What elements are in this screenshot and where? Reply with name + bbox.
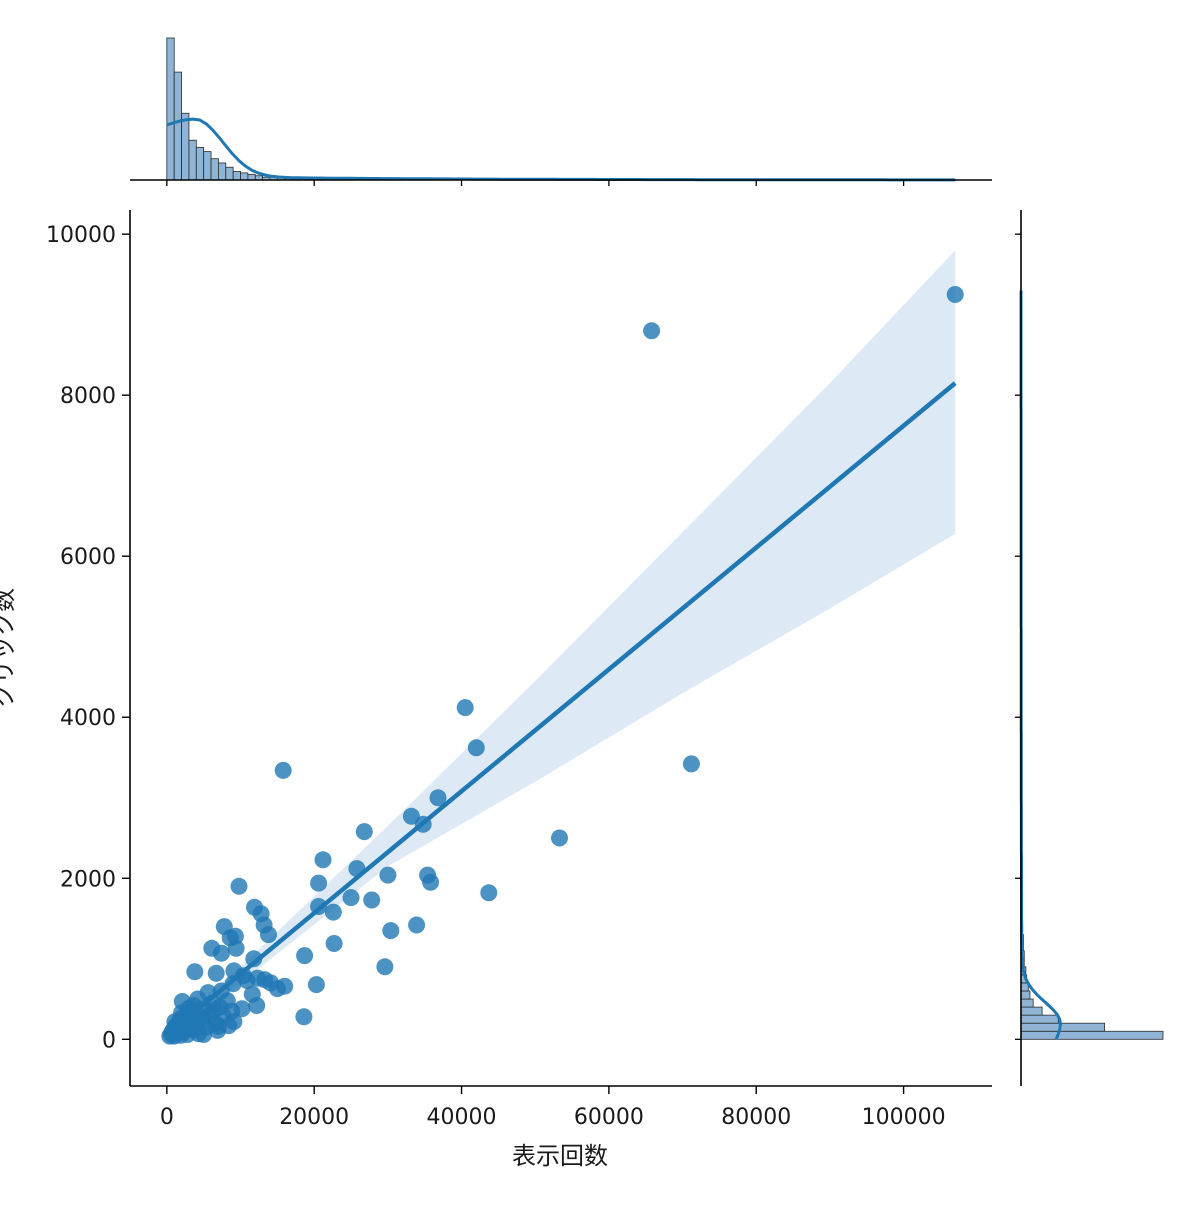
marginal-x-bar <box>203 151 212 181</box>
scatter-point <box>310 898 328 915</box>
marginal-x-bar <box>210 158 219 181</box>
scatter-point <box>363 891 381 909</box>
x-tick-label: 40000 <box>427 1105 497 1130</box>
confidence-band <box>166 250 956 1041</box>
scatter-point <box>324 903 342 921</box>
scatter-point <box>551 829 568 847</box>
marginal-y-histogram <box>1015 210 1164 1086</box>
main-axes: 0 20000 40000 60000 80000 100000 0 2000 4000 6000… <box>46 210 992 1130</box>
marginal-x-bar <box>225 166 234 181</box>
scatter-point <box>238 972 256 989</box>
scatter-point <box>307 976 325 994</box>
y-tick-label: 4000 <box>60 706 116 731</box>
marginal-x-bar <box>181 112 190 181</box>
scatter-point <box>422 873 440 891</box>
marginal-y-bar <box>1020 1022 1105 1032</box>
scatter-point <box>355 823 373 841</box>
scatter-point <box>946 286 964 303</box>
scatter-point <box>209 1017 227 1035</box>
scatter-points <box>161 286 964 1045</box>
scatter-point <box>205 1001 223 1019</box>
scatter-point <box>223 1002 241 1020</box>
scatter-point <box>643 322 661 340</box>
marginal-x-bar <box>240 172 249 181</box>
scatter-point <box>382 922 400 940</box>
scatter-point <box>682 755 700 773</box>
x-tick-label: 0 <box>160 1105 174 1130</box>
marginal-x-kde <box>166 117 956 182</box>
scatter-point <box>414 815 432 833</box>
y-tick-label: 8000 <box>60 384 116 409</box>
scatter-point <box>379 866 397 884</box>
main-scatter-plot: 0 20000 40000 60000 80000 100000 0 2000 4000 6000… <box>46 210 992 1130</box>
scatter-point <box>245 950 263 968</box>
marginal-y-kde <box>1019 290 1062 1040</box>
y-tick-label: 2000 <box>60 867 116 892</box>
x-tick-label: 20000 <box>279 1105 349 1130</box>
marginal-x-bar <box>232 171 241 181</box>
scatter-point <box>230 877 248 895</box>
scatter-point <box>260 926 277 944</box>
scatter-point <box>187 1014 205 1032</box>
scatter-point <box>408 916 426 934</box>
scatter-point <box>296 947 314 965</box>
scatter-point <box>467 739 485 757</box>
scatter-point <box>274 761 292 779</box>
x-tick-label: 60000 <box>574 1105 644 1130</box>
y-axis-label: クリック数 <box>0 588 18 708</box>
scatter-point <box>480 884 498 902</box>
marginal-x-bar <box>166 37 175 181</box>
x-tick-label: 100000 <box>862 1105 946 1130</box>
scatter-point <box>262 974 280 992</box>
y-tick-label: 0 <box>102 1028 116 1053</box>
marginal-y-bar <box>1020 1030 1164 1040</box>
y-tick-label: 10000 <box>46 223 116 248</box>
scatter-point <box>295 1008 313 1026</box>
y-tick-label: 6000 <box>60 545 116 570</box>
scatter-point <box>348 860 366 878</box>
scatter-point <box>314 851 332 869</box>
scatter-point <box>342 889 360 907</box>
marginal-x-bar <box>247 173 256 181</box>
marginal-x-bar <box>188 139 197 181</box>
scatter-point <box>248 997 266 1014</box>
scatter-point <box>179 1000 197 1018</box>
scatter-point <box>325 935 343 952</box>
marginal-x-bar <box>218 162 227 181</box>
marginal-x-bar <box>173 71 182 181</box>
scatter-point <box>186 963 204 981</box>
x-axis-label: 表示回数 <box>512 1142 608 1170</box>
scatter-point <box>212 944 230 962</box>
regression-line <box>165 381 957 1037</box>
scatter-point <box>456 699 474 717</box>
marginal-x-histogram <box>130 37 992 186</box>
scatter-point <box>207 964 225 982</box>
scatter-point <box>429 789 447 807</box>
scatter-point <box>227 939 245 957</box>
scatter-point <box>226 927 244 945</box>
scatter-point <box>310 874 328 892</box>
marginal-y-bar <box>1020 998 1034 1008</box>
scatter-point <box>165 1027 183 1045</box>
marginal-x-bar <box>195 146 205 181</box>
x-tick-label: 80000 <box>721 1105 791 1130</box>
marginal-y-bar <box>1020 1006 1043 1016</box>
marginal-y-bar <box>1020 1014 1059 1024</box>
marginal-y-bar <box>1020 990 1031 1000</box>
scatter-point <box>376 958 394 976</box>
